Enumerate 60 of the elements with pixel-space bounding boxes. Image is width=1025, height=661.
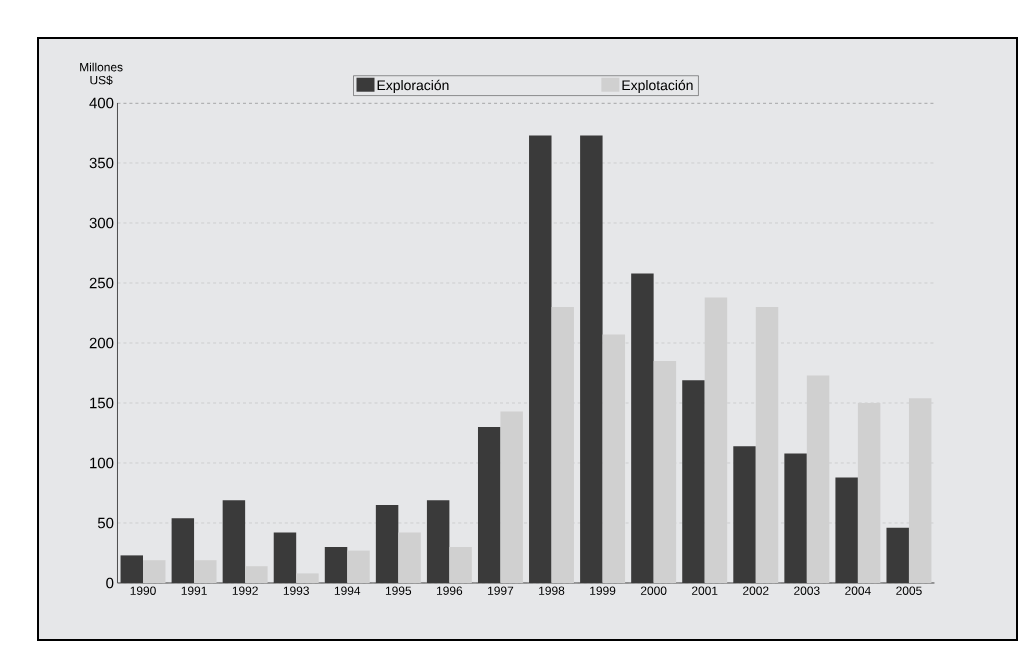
bar	[398, 532, 421, 583]
y-axis-title: Millones US$	[80, 62, 123, 86]
legend-label: Exploración	[377, 79, 449, 93]
legend-label: Explotación	[622, 79, 693, 93]
y-tick-label: 200	[89, 337, 114, 349]
bar	[653, 360, 677, 583]
bar	[784, 453, 807, 583]
x-tick-label: 1990	[130, 586, 156, 595]
bar	[551, 306, 574, 583]
bar	[908, 398, 932, 583]
x-tick-label: 1996	[436, 586, 463, 595]
bar	[631, 273, 654, 583]
bar	[245, 566, 268, 583]
bar	[324, 546, 348, 583]
y-tick-label: 150	[90, 397, 114, 409]
x-tick-label: 1994	[334, 586, 361, 595]
bar	[857, 402, 881, 583]
bar	[194, 560, 217, 583]
y-tick-label: 400	[89, 97, 114, 109]
x-tick-label: 2001	[692, 586, 718, 595]
x-tick-label: 2004	[845, 586, 871, 595]
x-tick-label: 1995	[385, 586, 412, 595]
x-tick-label: 1992	[232, 586, 258, 595]
bar	[580, 135, 603, 583]
bar	[500, 411, 523, 583]
bar	[347, 550, 370, 583]
y-tick-label: 100	[90, 457, 114, 469]
x-tick-label: 2000	[640, 586, 667, 595]
bar	[477, 426, 501, 583]
bar	[426, 500, 450, 583]
x-tick-label: 2002	[743, 586, 769, 595]
bar	[375, 504, 399, 583]
x-tick-label: 1991	[181, 586, 207, 595]
x-tick-label: 2005	[896, 586, 922, 595]
bar	[143, 560, 166, 583]
y-tick-label: 350	[89, 157, 114, 169]
x-tick-label: 1999	[590, 586, 616, 595]
x-tick-label: 1998	[539, 586, 565, 595]
bar	[529, 135, 552, 583]
y-tick-label: 250	[89, 277, 114, 289]
bar	[886, 527, 909, 583]
y-tick-label: 50	[97, 517, 114, 529]
bar	[449, 546, 472, 583]
bar	[171, 518, 195, 583]
bar	[602, 334, 626, 583]
x-tick-label: 1993	[283, 586, 309, 595]
bar	[273, 532, 297, 583]
y-tick-label: 0	[106, 577, 114, 589]
bar	[120, 555, 144, 583]
bar	[835, 477, 858, 583]
bar	[296, 573, 319, 583]
bar	[733, 446, 756, 583]
bar	[755, 306, 779, 583]
bar	[704, 297, 728, 583]
y-tick-label: 300	[89, 217, 114, 229]
bar	[682, 380, 705, 583]
bar	[222, 500, 246, 583]
bar	[806, 375, 830, 583]
x-tick-label: 1997	[488, 586, 514, 595]
x-tick-label: 2003	[794, 586, 820, 595]
